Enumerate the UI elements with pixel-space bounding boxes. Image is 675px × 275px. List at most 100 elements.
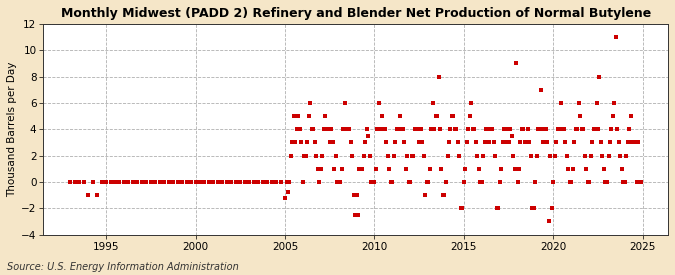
Point (353, 213, 364, 217)
Point (482, 127, 493, 131)
Point (493, 206, 504, 210)
Point (433, 74, 444, 79)
Point (373, 101, 384, 105)
Point (597, 153, 608, 158)
Point (442, 153, 453, 158)
Point (388, 153, 399, 158)
Point (573, 101, 584, 105)
Point (275, 180, 286, 184)
Point (566, 180, 576, 184)
Point (283, 190, 294, 195)
Point (601, 180, 612, 184)
Point (425, 167, 435, 171)
Point (580, 167, 591, 171)
Point (436, 167, 447, 171)
Point (150, 180, 161, 184)
Point (514, 167, 524, 171)
Point (248, 180, 259, 184)
Point (357, 167, 368, 171)
Point (588, 127, 599, 131)
Point (563, 167, 574, 171)
Point (317, 153, 327, 158)
Point (288, 114, 299, 118)
Point (441, 180, 452, 184)
Point (240, 180, 250, 184)
Point (475, 180, 485, 184)
Point (552, 127, 563, 131)
Point (500, 127, 511, 131)
Point (494, 180, 505, 184)
Point (244, 180, 254, 184)
Point (599, 167, 610, 171)
Point (385, 180, 396, 184)
Point (378, 127, 389, 131)
Point (358, 153, 369, 158)
Point (512, 180, 523, 184)
Point (524, 140, 535, 145)
Point (616, 167, 627, 171)
Point (462, 140, 472, 145)
Point (452, 140, 463, 145)
Point (114, 180, 125, 184)
Point (257, 180, 268, 184)
Point (204, 180, 215, 184)
Point (526, 153, 537, 158)
Point (554, 127, 564, 131)
Point (350, 213, 360, 217)
Point (221, 180, 232, 184)
Point (508, 153, 518, 158)
Point (418, 153, 429, 158)
Point (105, 180, 116, 184)
Point (83, 193, 94, 197)
Point (518, 127, 529, 131)
Point (423, 180, 433, 184)
Point (448, 114, 459, 118)
Point (314, 180, 325, 184)
Point (119, 180, 130, 184)
Point (132, 180, 143, 184)
Point (614, 140, 624, 145)
Point (490, 153, 501, 158)
Point (333, 180, 344, 184)
Point (603, 153, 614, 158)
Point (363, 134, 374, 138)
Point (362, 127, 373, 131)
Point (294, 127, 305, 131)
Point (467, 127, 478, 131)
Point (477, 180, 487, 184)
Point (420, 193, 431, 197)
Point (516, 127, 527, 131)
Point (499, 127, 510, 131)
Point (387, 180, 398, 184)
Point (464, 114, 475, 118)
Point (390, 140, 401, 145)
Point (578, 127, 589, 131)
Point (541, 127, 551, 131)
Point (400, 167, 411, 171)
Point (226, 180, 237, 184)
Point (101, 180, 111, 184)
Point (87, 180, 98, 184)
Point (375, 127, 385, 131)
Point (631, 180, 642, 184)
Point (406, 153, 417, 158)
Point (630, 140, 641, 145)
Point (306, 127, 317, 131)
Point (484, 140, 495, 145)
Point (281, 180, 292, 184)
Point (348, 193, 359, 197)
Point (572, 127, 583, 131)
Point (558, 127, 569, 131)
Point (570, 127, 581, 131)
Point (339, 101, 350, 105)
Point (502, 140, 512, 145)
Point (622, 140, 633, 145)
Point (320, 114, 331, 118)
Point (309, 140, 320, 145)
Point (168, 180, 179, 184)
Point (545, 153, 556, 158)
Point (595, 140, 606, 145)
Point (331, 180, 342, 184)
Point (379, 127, 390, 131)
Point (628, 140, 639, 145)
